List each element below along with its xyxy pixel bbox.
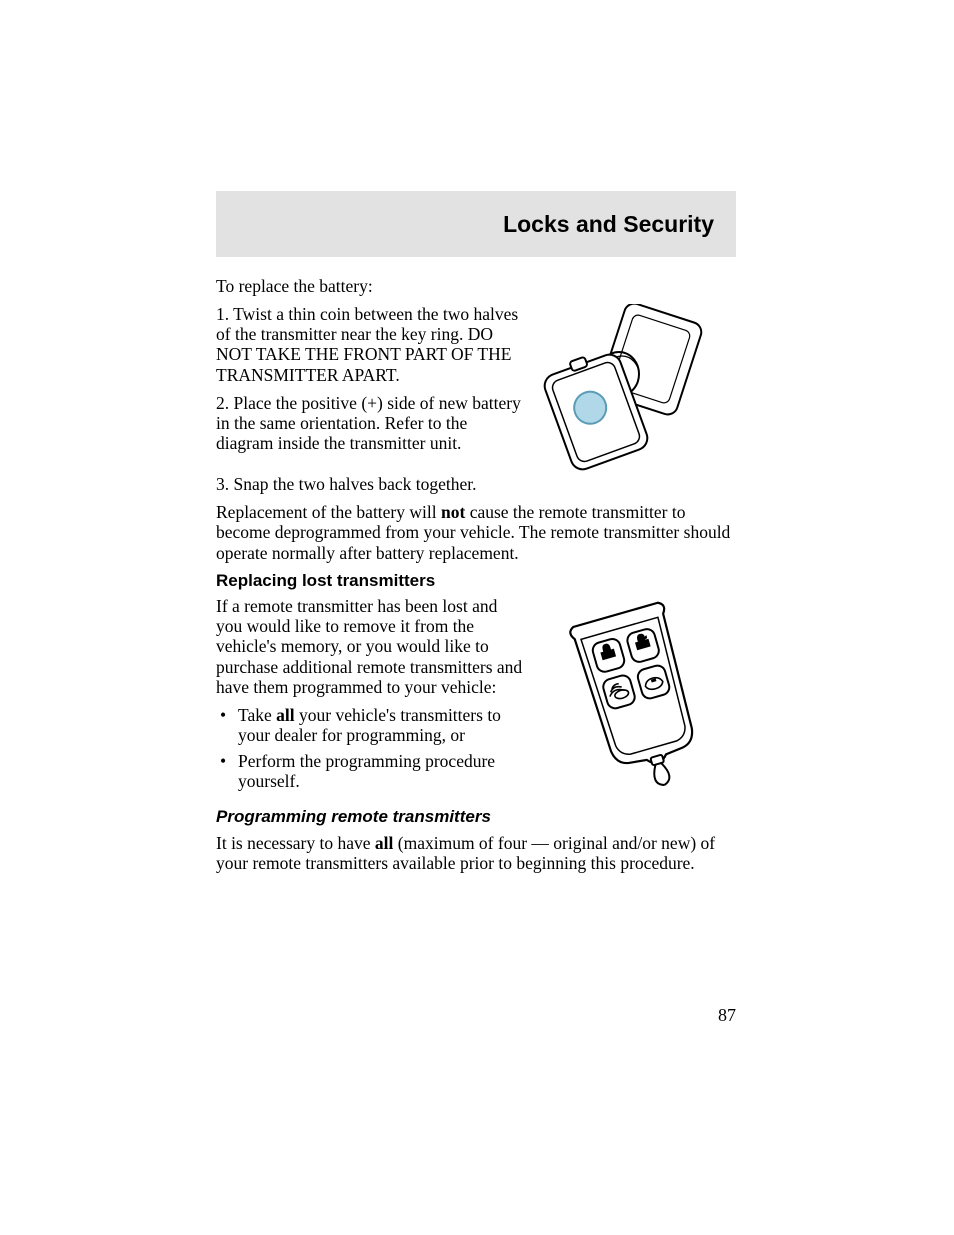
b1-bold: all bbox=[276, 705, 294, 725]
battery-figure bbox=[536, 304, 736, 474]
battery-section: 1. Twist a thin coin between the two hal… bbox=[216, 304, 736, 474]
page-title: Locks and Security bbox=[503, 211, 714, 238]
page-number: 87 bbox=[718, 1005, 736, 1026]
step-3: 3. Snap the two halves back together. bbox=[216, 474, 736, 494]
step-1: 1. Twist a thin coin between the two hal… bbox=[216, 304, 526, 385]
replacing-heading: Replacing lost transmitters bbox=[216, 571, 736, 591]
bullet-2: Perform the programming procedure yourse… bbox=[236, 751, 526, 791]
replacing-body: If a remote transmitter has been lost an… bbox=[216, 596, 526, 697]
transmitter-figure bbox=[536, 596, 736, 799]
intro-text: To replace the battery: bbox=[216, 276, 736, 296]
prog-pre: It is necessary to have bbox=[216, 833, 375, 853]
page: Locks and Security To replace the batter… bbox=[0, 0, 954, 1235]
battery-text: 1. Twist a thin coin between the two hal… bbox=[216, 304, 526, 474]
key-fob-icon bbox=[546, 596, 726, 791]
replacing-bullets: Take all your vehicle's transmitters to … bbox=[216, 705, 526, 792]
note-pre: Replacement of the battery will bbox=[216, 502, 441, 522]
note-bold: not bbox=[441, 502, 465, 522]
key-fob-open-icon bbox=[541, 304, 731, 474]
header-bar: Locks and Security bbox=[216, 191, 736, 257]
replacing-section: If a remote transmitter has been lost an… bbox=[216, 596, 736, 799]
replacing-text: If a remote transmitter has been lost an… bbox=[216, 596, 526, 799]
battery-note: Replacement of the battery will not caus… bbox=[216, 502, 736, 562]
step-2: 2. Place the positive (+) side of new ba… bbox=[216, 393, 526, 453]
b1-pre: Take bbox=[238, 705, 276, 725]
bullet-1: Take all your vehicle's transmitters to … bbox=[236, 705, 526, 745]
programming-body: It is necessary to have all (maximum of … bbox=[216, 833, 736, 873]
prog-bold: all bbox=[375, 833, 393, 853]
content-area: To replace the battery: 1. Twist a thin … bbox=[216, 276, 736, 881]
programming-heading: Programming remote transmitters bbox=[216, 807, 736, 827]
